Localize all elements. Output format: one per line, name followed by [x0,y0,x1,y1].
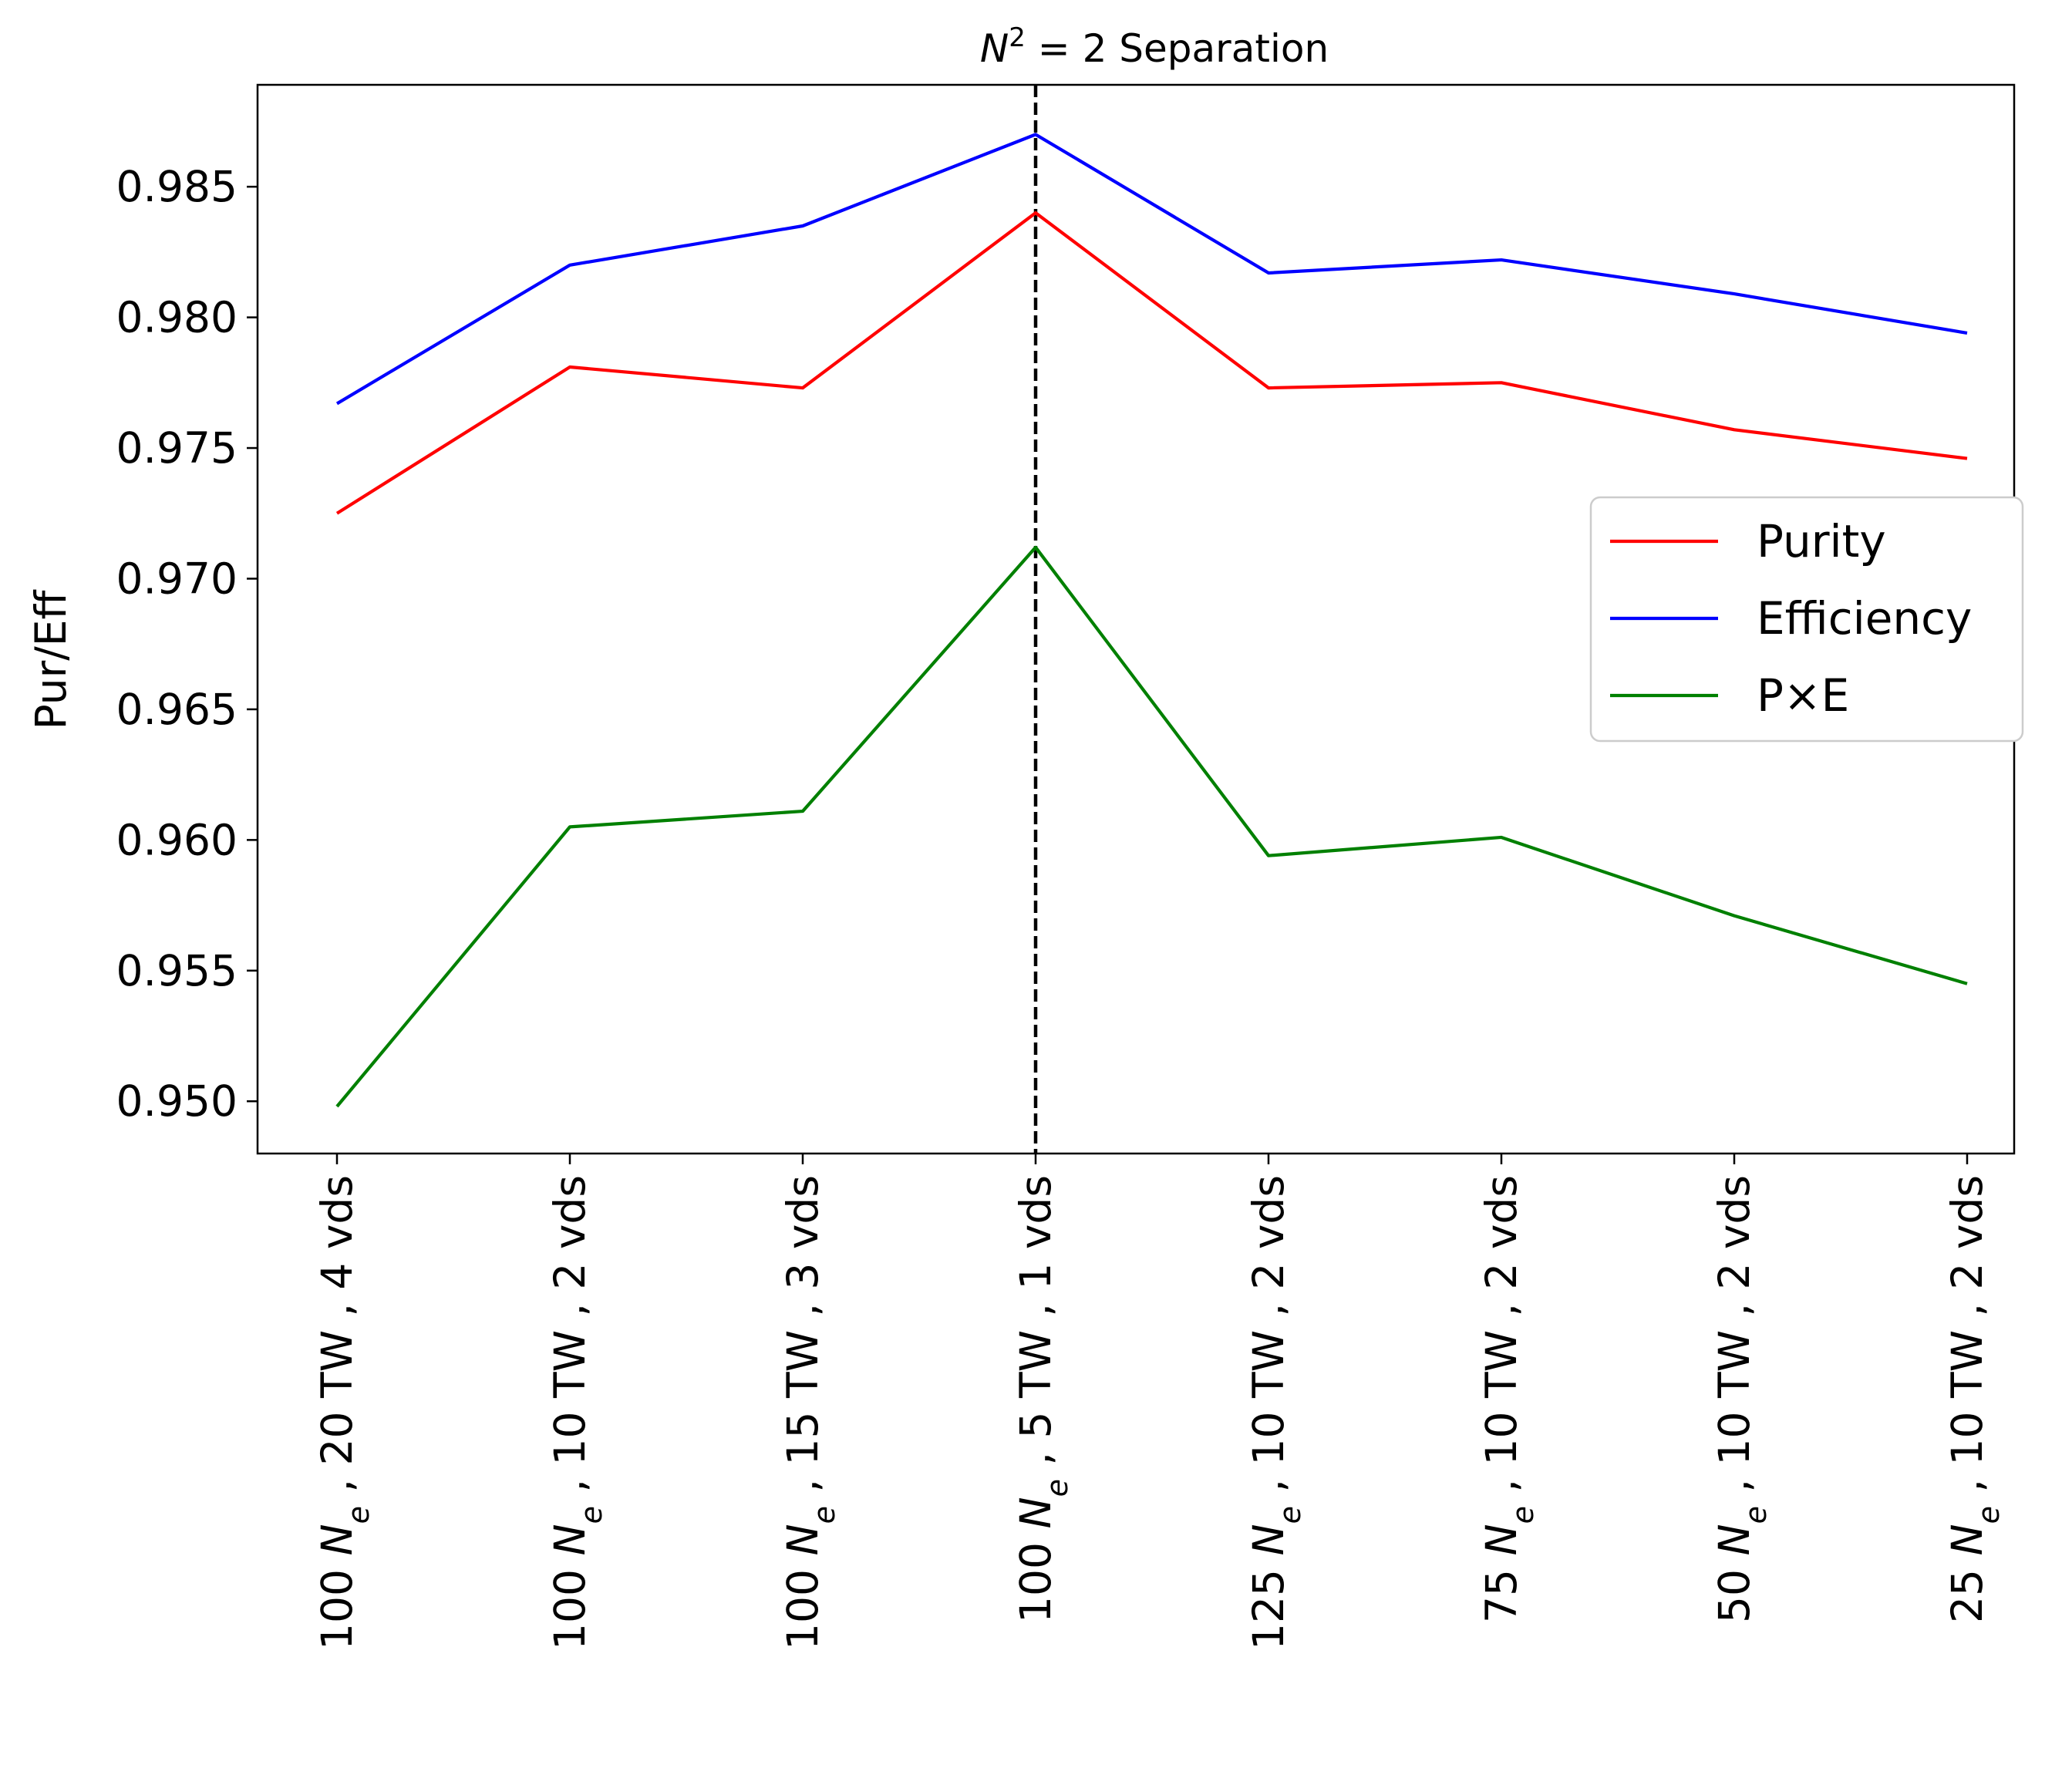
y-tick-label: 0.975 [116,423,238,473]
x-tick-label: 100 Ne , 15 TW , 3 vds [778,1175,841,1650]
y-tick-label: 0.965 [116,685,238,734]
title-power: 2 [1009,22,1026,53]
series-line-purity [335,211,1968,515]
y-tick-label: 0.985 [116,162,238,211]
x-tick-label: 100 Ne , 5 TW , 1 vds [1011,1175,1074,1623]
y-tick-label: 0.955 [116,946,238,995]
legend-items: Purity Efficiency P×E [1610,515,1972,722]
legend-label-purity: Purity [1757,515,1886,568]
x-tick-label: 100 Ne , 10 TW , 2 vds [545,1175,608,1650]
x-tick-label: 100 Ne , 20 TW , 4 vds [312,1175,376,1650]
x-tick-label: 75 Ne , 10 TW , 2 vds [1477,1175,1540,1623]
chart-title: N2 = 2 Separation [980,22,1329,71]
x-tick-label: 25 Ne , 10 TW , 2 vds [1942,1175,2006,1623]
title-symbol: N [980,26,1009,71]
x-axis-ticks: 100 Ne , 20 TW , 4 vds 100 Ne , 10 TW , 2… [312,1154,2006,1650]
y-tick-label: 0.950 [116,1076,238,1126]
series-line-p-e [335,545,1968,1108]
series-line-efficiency [335,133,1968,406]
legend-label-efficiency: Efficiency [1757,592,1972,645]
legend-box [1589,496,2024,743]
series-group [335,133,1968,1108]
x-tick-label: 50 Ne , 10 TW , 2 vds [1710,1175,1773,1623]
title-rest: = 2 Separation [1026,26,1329,71]
y-axis-ticks: 0.950 0.955 0.960 0.965 0.970 0.975 0.980 0.985 [116,162,258,1126]
legend: Purity Efficiency P×E [1589,496,2024,743]
y-tick-label: 0.970 [116,554,238,603]
x-tick-label: 125 Ne , 10 TW , 2 vds [1244,1175,1307,1650]
legend-label-p-e: P×E [1757,669,1849,722]
y-axis-label: Pur/Eff [26,589,76,729]
y-tick-label: 0.980 [116,293,238,342]
y-tick-label: 0.960 [116,815,238,864]
